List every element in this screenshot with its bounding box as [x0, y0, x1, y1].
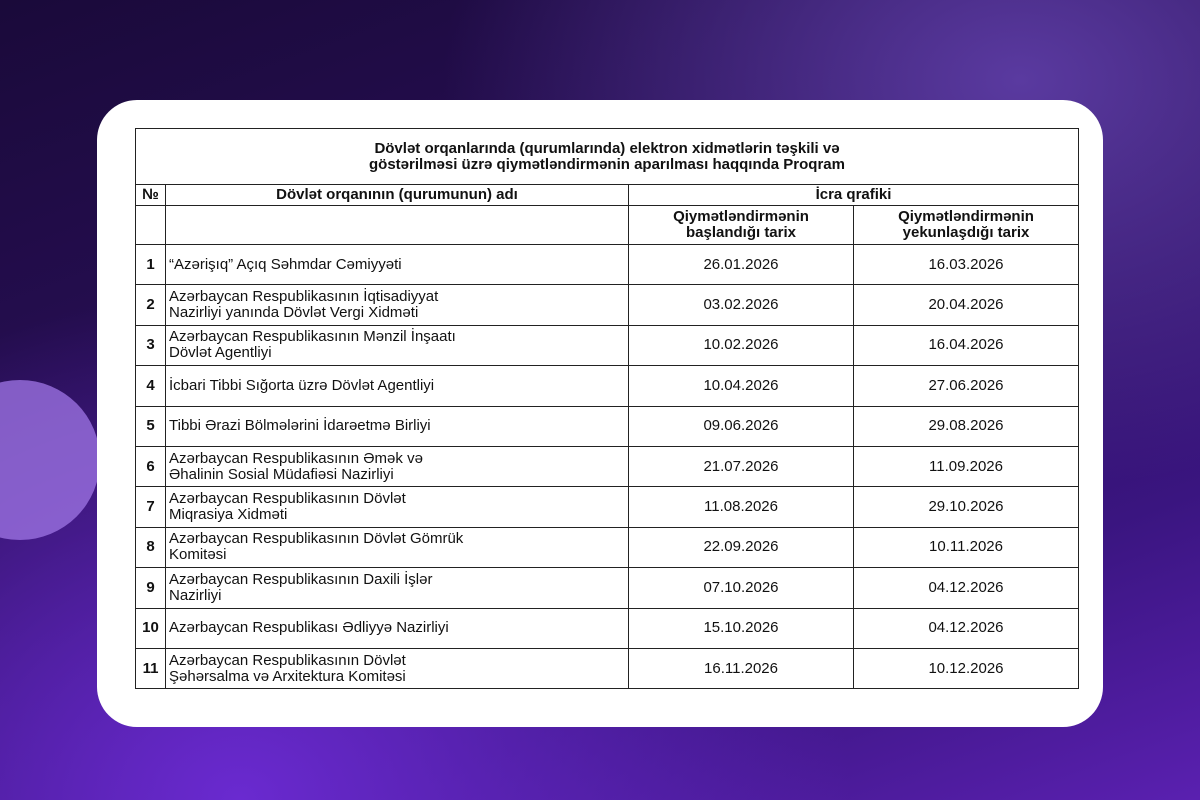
row-num: 3	[135, 324, 166, 367]
end-date: 11.09.2026	[853, 445, 1079, 488]
header-text: başlandığı tarix	[685, 224, 797, 241]
name-line: Azərbaycan Respublikasının Daxili İşlər	[169, 570, 433, 588]
header-name: Dövlət orqanının (qurumunun) adı	[165, 184, 629, 206]
title-line: göstərilməsi üzrə qiymətləndirmənin apar…	[369, 155, 845, 173]
table-row: 8 Azərbaycan Respublikasının Dövlət Gömr…	[135, 526, 1079, 569]
table-row: 2 Azərbaycan Respublikasının İqtisadiyya…	[135, 284, 1079, 326]
header-text: Qiymətləndirmənin	[898, 208, 1034, 225]
name-line: İcbari Tibbi Sığorta üzrə Dövlət Agentli…	[169, 376, 435, 394]
name-line: Azərbaycan Respublikasının Əmək və	[169, 449, 423, 467]
row-num: 7	[135, 486, 166, 528]
row-num: 4	[135, 365, 166, 407]
table-row: 7 Azərbaycan Respublikasının Dövlət Miqra…	[135, 486, 1079, 528]
name-line: Dövlət Agentliyi	[169, 344, 272, 362]
name-line: Miqrasiya Xidməti	[169, 506, 288, 524]
name-line: Şəhərsalma və Arxitektura Komitəsi	[169, 667, 406, 685]
table-row: 11 Azərbaycan Respublikasının Dövlət Şəhə…	[135, 647, 1079, 690]
row-num: 2	[135, 284, 166, 326]
end-date: 10.11.2026	[853, 526, 1079, 569]
start-date: 09.06.2026	[628, 405, 854, 447]
row-num: 1	[135, 243, 166, 286]
row-num: 8	[135, 526, 166, 569]
header-num: №	[135, 184, 166, 206]
header-end: Qiymətləndirmənin yekunlaşdığı tarix	[853, 205, 1079, 245]
end-date: 16.04.2026	[853, 324, 1079, 367]
end-date: 04.12.2026	[853, 607, 1079, 649]
name-line: Azərbaycan Respublikasının Dövlət	[169, 490, 406, 508]
start-date: 10.04.2026	[628, 365, 854, 407]
table-row: 5 Tibbi Ərazi Bölmələrini İdarəetmə Birl…	[135, 405, 1079, 447]
name-line: Əhalinin Sosial Müdafiəsi Nazirliyi	[169, 465, 394, 483]
row-num: 11	[135, 647, 166, 690]
agency-name: İcbari Tibbi Sığorta üzrə Dövlət Agentli…	[165, 365, 629, 407]
start-date: 26.01.2026	[628, 243, 854, 286]
end-date: 04.12.2026	[853, 567, 1079, 609]
name-line: Azərbaycan Respublikası Ədliyyə Nazirliy…	[169, 619, 449, 637]
row-num: 10	[135, 607, 166, 649]
header-text: Qiymətləndirmənin	[673, 208, 809, 225]
name-line: Nazirliyi yanında Dövlət Vergi Xidməti	[169, 304, 419, 322]
start-date: 21.07.2026	[628, 445, 854, 488]
name-line: Azərbaycan Respublikasının Dövlət Gömrük	[169, 530, 464, 548]
header-text: yekunlaşdığı tarix	[902, 224, 1030, 241]
agency-name: Tibbi Ərazi Bölmələrini İdarəetmə Birliy…	[165, 405, 629, 447]
end-date: 10.12.2026	[853, 647, 1079, 690]
agency-name: Azərbaycan Respublikasının Dövlət Gömrük…	[165, 526, 629, 569]
agency-name: “Azərişıq” Açıq Səhmdar Cəmiyyəti	[165, 243, 629, 286]
end-date: 20.04.2026	[853, 284, 1079, 326]
row-num: 9	[135, 567, 166, 609]
start-date: 07.10.2026	[628, 567, 854, 609]
start-date: 15.10.2026	[628, 607, 854, 649]
table-row: 4 İcbari Tibbi Sığorta üzrə Dövlət Agent…	[135, 365, 1079, 407]
start-date: 22.09.2026	[628, 526, 854, 569]
agency-name: Azərbaycan Respublikasının Mənzil İnşaat…	[165, 324, 629, 367]
agency-name: Azərbaycan Respublikası Ədliyyə Nazirliy…	[165, 607, 629, 649]
end-date: 29.08.2026	[853, 405, 1079, 447]
header-start: Qiymətləndirmənin başlandığı tarix	[628, 205, 854, 245]
name-line: “Azərişıq” Açıq Səhmdar Cəmiyyəti	[169, 255, 402, 273]
table-row: 3 Azərbaycan Respublikasının Mənzil İnşa…	[135, 324, 1079, 367]
row-num: 6	[135, 445, 166, 488]
agency-name: Azərbaycan Respublikasının Dövlət Miqrasi…	[165, 486, 629, 528]
program-table: Dövlət orqanlarında (qurumlarında) elekt…	[135, 128, 1079, 690]
agency-name: Azərbaycan Respublikasının Daxili İşlər N…	[165, 567, 629, 609]
start-date: 10.02.2026	[628, 324, 854, 367]
document-card: Dövlət orqanlarında (qurumlarında) elekt…	[97, 100, 1103, 727]
name-line: Tibbi Ərazi Bölmələrini İdarəetmə Birliy…	[169, 417, 431, 435]
start-date: 16.11.2026	[628, 647, 854, 690]
name-line: Azərbaycan Respublikasının Mənzil İnşaat…	[169, 328, 456, 346]
end-date: 27.06.2026	[853, 365, 1079, 407]
name-line: Azərbaycan Respublikasının Dövlət	[169, 651, 406, 669]
name-line: Azərbaycan Respublikasının İqtisadiyyat	[169, 288, 439, 306]
title-line: Dövlət orqanlarında (qurumlarında) elekt…	[374, 139, 840, 157]
table-row: 9 Azərbaycan Respublikasının Daxili İşlə…	[135, 567, 1079, 609]
end-date: 16.03.2026	[853, 243, 1079, 286]
name-line: Komitəsi	[169, 546, 227, 564]
agency-name: Azərbaycan Respublikasının Əmək və Əhalin…	[165, 445, 629, 488]
start-date: 11.08.2026	[628, 486, 854, 528]
agency-name: Azərbaycan Respublikasının Dövlət Şəhərsa…	[165, 647, 629, 690]
table-title: Dövlət orqanlarında (qurumlarında) elekt…	[135, 128, 1079, 185]
header-blank	[165, 205, 629, 245]
name-line: Nazirliyi	[169, 586, 222, 604]
agency-name: Azərbaycan Respublikasının İqtisadiyyat N…	[165, 284, 629, 326]
start-date: 03.02.2026	[628, 284, 854, 326]
header-blank	[135, 205, 166, 245]
end-date: 29.10.2026	[853, 486, 1079, 528]
row-num: 5	[135, 405, 166, 447]
decorative-circle	[0, 380, 100, 540]
header-schedule: İcra qrafiki	[628, 184, 1079, 206]
table-row: 10 Azərbaycan Respublikası Ədliyyə Nazir…	[135, 607, 1079, 649]
table-row: 6 Azərbaycan Respublikasının Əmək və Əhal…	[135, 445, 1079, 488]
table-row: 1 “Azərişıq” Açıq Səhmdar Cəmiyyəti 26.0…	[135, 243, 1079, 286]
